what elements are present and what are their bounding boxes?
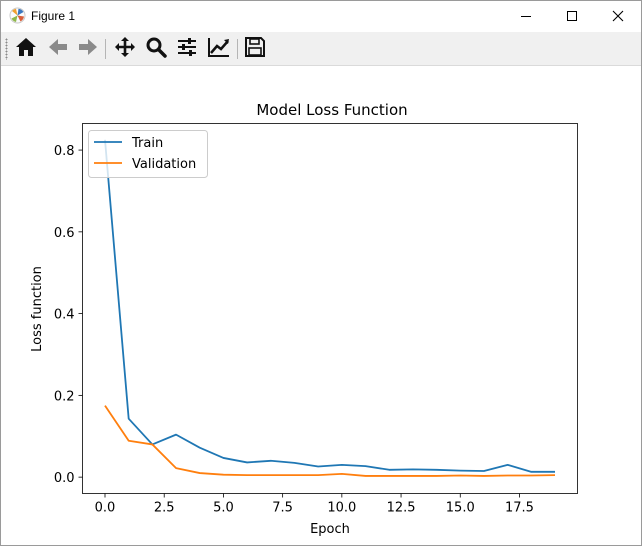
save-floppy-icon <box>244 36 266 62</box>
x-tick-label: 12.5 <box>387 501 416 516</box>
legend-label-train: Train <box>131 136 163 151</box>
customize-button[interactable] <box>206 36 232 62</box>
title-bar[interactable]: Figure 1 <box>1 1 641 31</box>
x-axis-label: Epoch <box>310 522 350 537</box>
x-tick-label: 15.0 <box>446 501 475 516</box>
home-icon <box>15 36 37 62</box>
toolbar-separator <box>237 39 238 59</box>
pan-button[interactable] <box>112 36 138 62</box>
y-tick-label: 0.4 <box>54 308 75 323</box>
axes-frame <box>82 123 578 494</box>
matplotlib-logo-icon <box>9 7 26 24</box>
legend-label-validation: Validation <box>132 157 196 172</box>
pan-move-icon <box>114 36 136 62</box>
close-button[interactable] <box>595 1 641 31</box>
train-loss-line <box>104 139 555 473</box>
forward-arrow-icon <box>77 36 99 62</box>
minimize-icon <box>520 10 532 22</box>
y-tick-label: 0.8 <box>54 144 75 159</box>
y-tick-label: 0.0 <box>54 471 75 486</box>
toolbar-separator <box>105 39 106 59</box>
x-tick-label: 10.0 <box>327 501 356 516</box>
maximize-icon <box>566 10 578 22</box>
y-tick-label: 0.6 <box>54 226 75 241</box>
maximize-button[interactable] <box>549 1 595 31</box>
forward-button[interactable] <box>75 36 101 62</box>
x-tick-label: 0.0 <box>95 501 116 516</box>
figure-canvas[interactable]: Model Loss Function 0.0 2.5 5.0 7.5 10.0 12.5… <box>1 66 641 545</box>
y-axis-label: Loss function <box>30 266 45 352</box>
zoom-magnifier-icon <box>145 36 167 62</box>
zoom-button[interactable] <box>143 36 169 62</box>
close-icon <box>612 10 624 22</box>
validation-loss-line <box>104 405 556 477</box>
x-tick-label: 2.5 <box>154 501 175 516</box>
subplots-button[interactable] <box>174 36 200 62</box>
x-tick-label: 17.5 <box>505 501 534 516</box>
save-button[interactable] <box>242 36 268 62</box>
configure-subplots-icon <box>176 36 198 62</box>
chart-title: Model Loss Function <box>256 101 407 119</box>
back-button[interactable] <box>45 36 71 62</box>
y-tick-label: 0.2 <box>54 389 75 404</box>
legend: Train Validation <box>88 130 208 178</box>
home-button[interactable] <box>13 36 39 62</box>
x-tick-label: 7.5 <box>272 501 293 516</box>
x-tick-label: 5.0 <box>213 501 234 516</box>
edit-axis-icon <box>207 36 231 62</box>
loss-chart: Model Loss Function 0.0 2.5 5.0 7.5 10.0 12.5… <box>30 101 578 537</box>
toolbar-grip[interactable] <box>5 38 8 60</box>
back-arrow-icon <box>47 36 69 62</box>
minimize-button[interactable] <box>503 1 549 31</box>
navigation-toolbar <box>1 32 641 66</box>
window-title: Figure 1 <box>31 9 76 23</box>
